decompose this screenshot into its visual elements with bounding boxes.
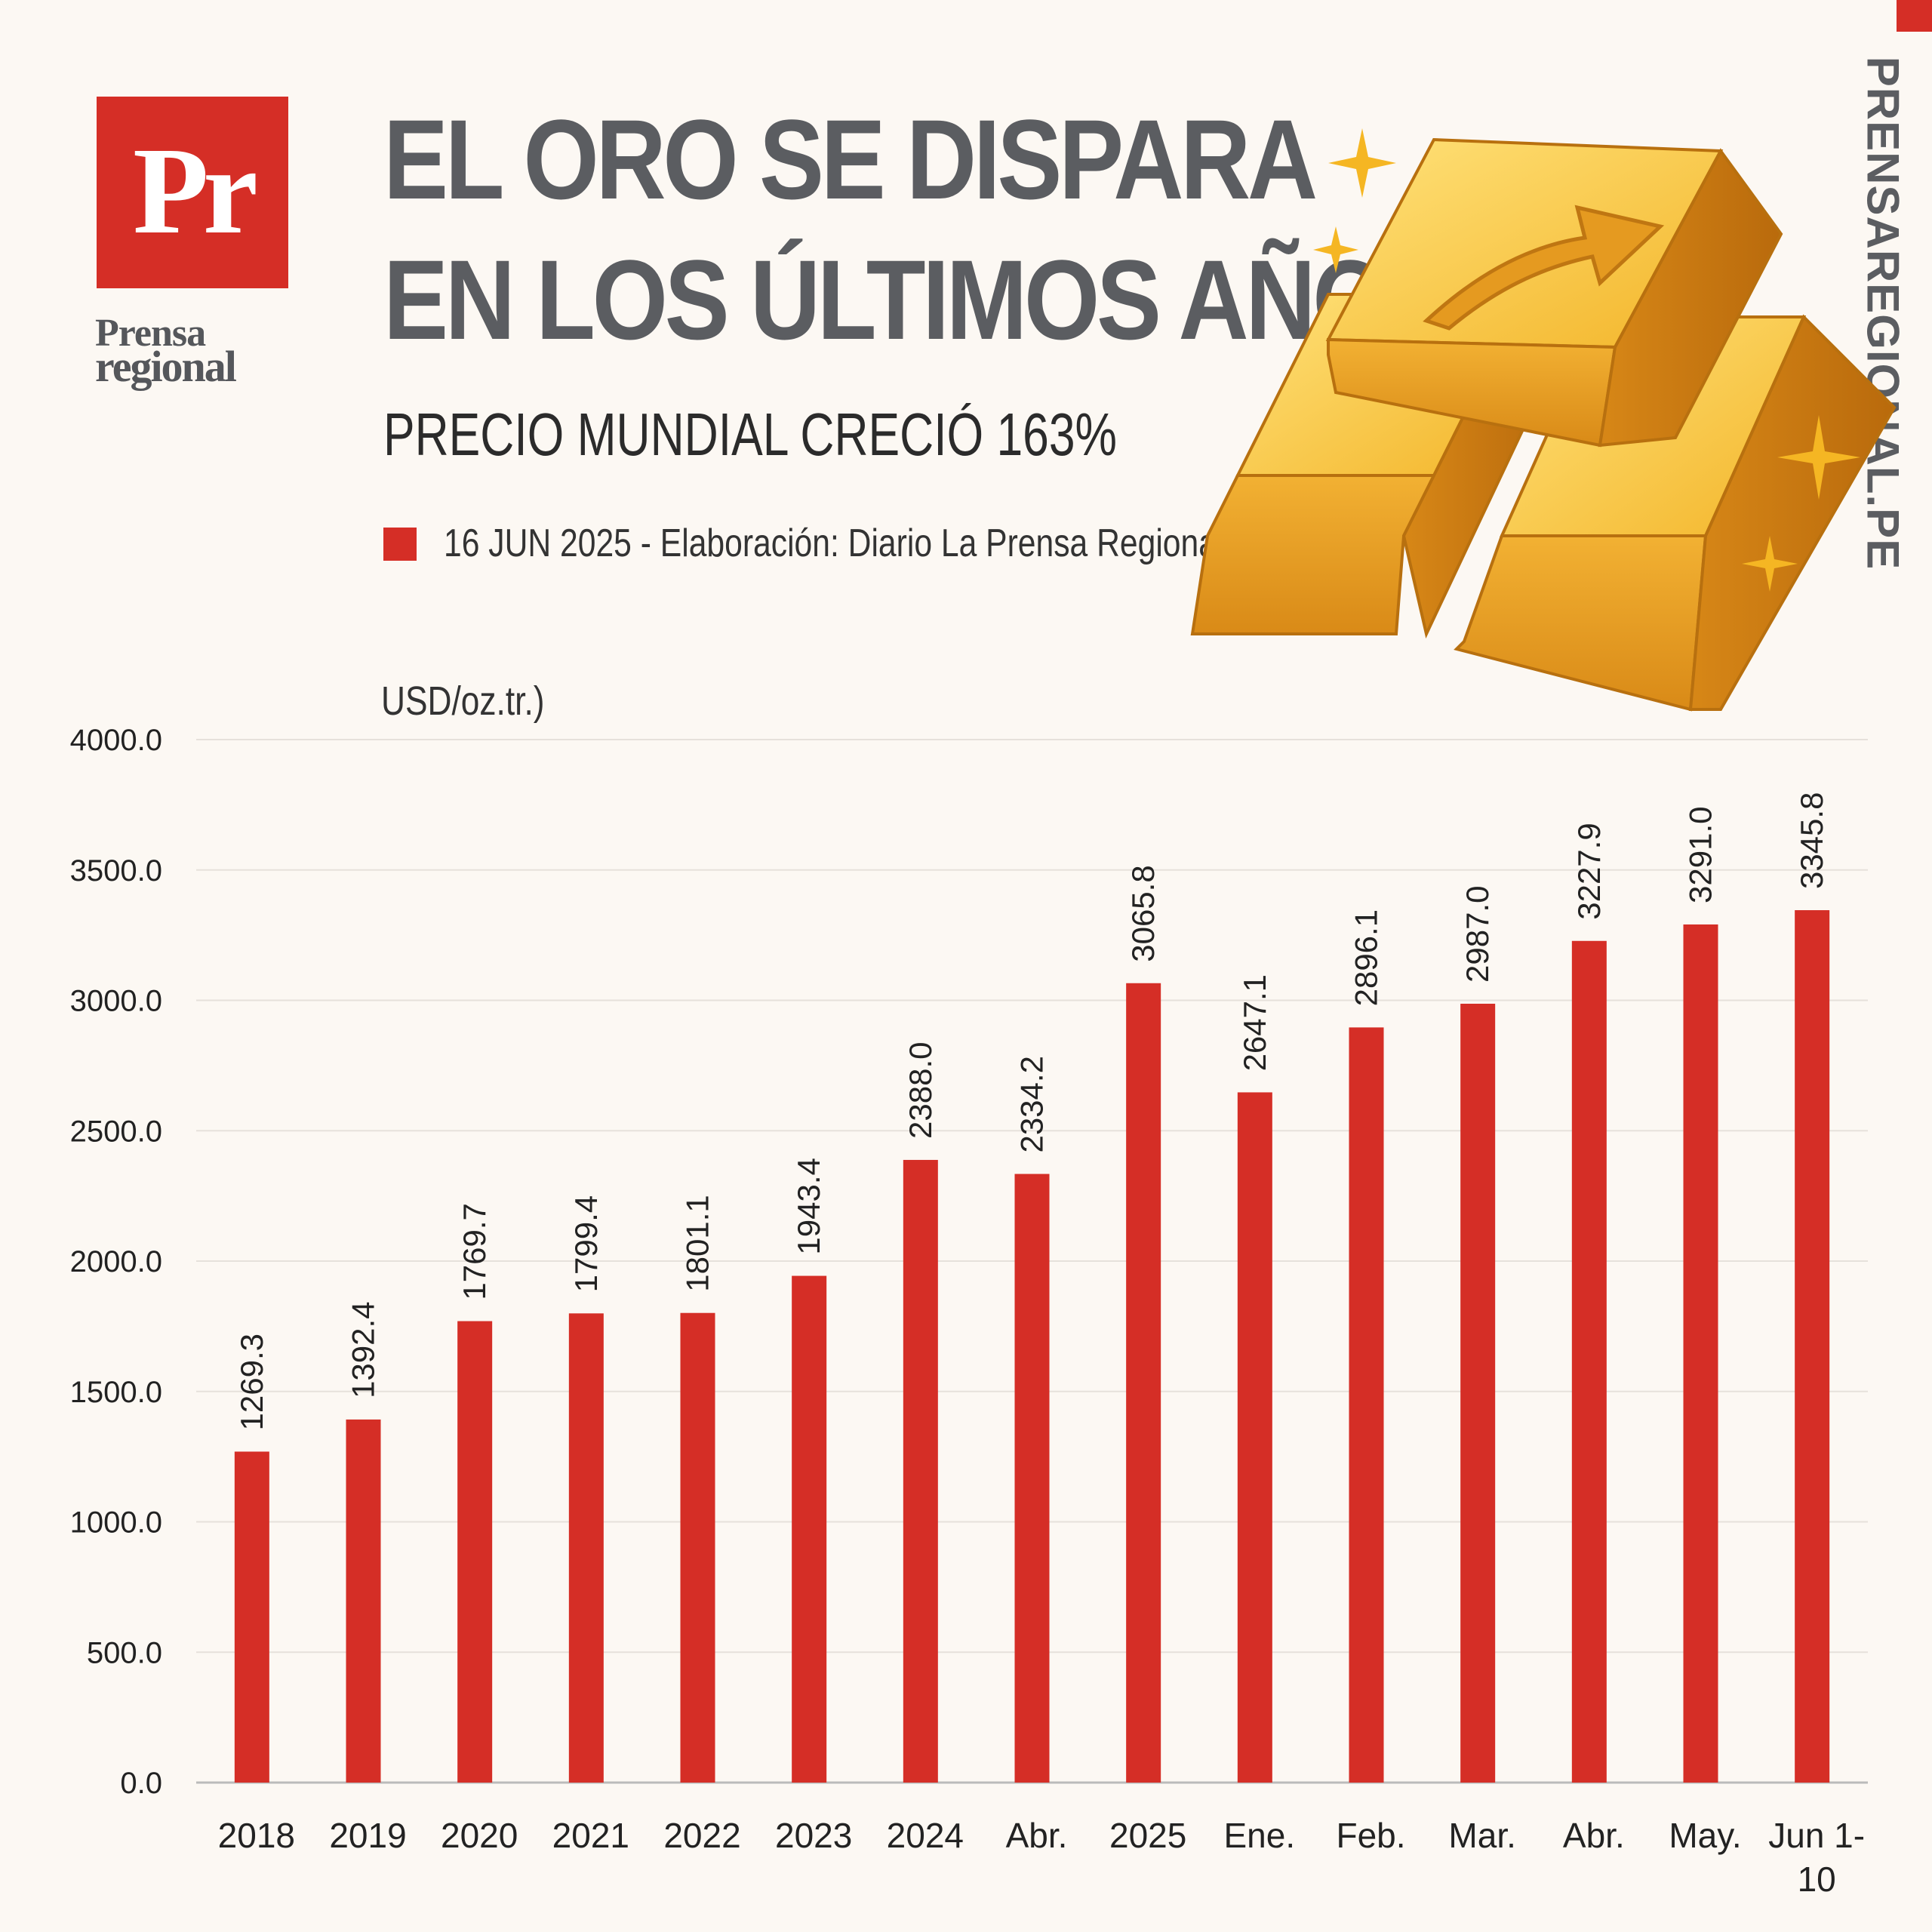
x-tick-label: 2021 xyxy=(552,1816,629,1855)
x-tick-label: Ene. xyxy=(1224,1816,1296,1855)
brand-name-line2: regional xyxy=(95,342,237,391)
data-label: 1769.7 xyxy=(457,1203,492,1300)
sparkle-icon xyxy=(1313,226,1358,273)
y-tick-label: 4000.0 xyxy=(70,724,162,757)
brand-logo-text: Pr xyxy=(132,122,258,260)
y-tick-label: 3000.0 xyxy=(70,985,162,1018)
data-label: 3065.8 xyxy=(1125,865,1161,961)
x-tick-label: May. xyxy=(1669,1816,1741,1855)
title-line2: EN LOS ÚLTIMOS AÑOS xyxy=(383,236,1450,363)
bar xyxy=(1571,940,1607,1783)
corner-accent-tab xyxy=(1897,0,1932,32)
bar xyxy=(1683,924,1718,1783)
gold-bars-up-arrow-icon xyxy=(1190,128,1897,712)
data-label: 2334.2 xyxy=(1014,1056,1050,1152)
y-tick-label: 2500.0 xyxy=(70,1115,162,1148)
bar xyxy=(1014,1174,1050,1783)
bar xyxy=(680,1312,715,1783)
x-tick-label: Abr. xyxy=(1563,1816,1625,1855)
y-tick-label: 3500.0 xyxy=(70,854,162,888)
sparkle-icon xyxy=(1328,128,1396,198)
brand-name-line1: Prensa xyxy=(95,312,206,355)
y-tick-label: 0.0 xyxy=(120,1767,162,1800)
x-tick-label: Jun 1-10 xyxy=(1768,1816,1865,1899)
x-tick-label: 2025 xyxy=(1109,1816,1186,1855)
data-label: 1269.3 xyxy=(234,1334,269,1430)
y-tick-label: 1000.0 xyxy=(70,1506,162,1540)
bar xyxy=(234,1451,269,1783)
bar xyxy=(1795,910,1830,1783)
x-tick-label: 2022 xyxy=(663,1816,740,1855)
data-label: 2896.1 xyxy=(1349,909,1384,1006)
data-label: 2987.0 xyxy=(1460,886,1495,983)
subtitle: PRECIO MUNDIAL CRECIÓ 163% xyxy=(383,401,1118,468)
y-tick-label: 2000.0 xyxy=(70,1245,162,1278)
brand-name: Prensa regional xyxy=(95,312,291,391)
bar xyxy=(1126,983,1161,1783)
data-label: 3291.0 xyxy=(1683,806,1718,903)
sparkle-icon xyxy=(1742,536,1798,592)
x-tick-label: 2024 xyxy=(887,1816,964,1855)
gold-bar-top xyxy=(1325,137,1783,448)
brand-logo: Pr xyxy=(97,97,288,288)
x-tick-label: 2020 xyxy=(441,1816,518,1855)
bar xyxy=(903,1159,938,1783)
bar xyxy=(1460,1003,1496,1783)
data-label: 3227.9 xyxy=(1571,823,1607,919)
data-label: 2647.1 xyxy=(1237,974,1272,1071)
bar xyxy=(457,1321,493,1783)
data-label: 1799.4 xyxy=(568,1195,604,1292)
x-tick-label: Mar. xyxy=(1448,1816,1515,1855)
data-label: 1392.4 xyxy=(346,1301,381,1398)
y-tick-label: 500.0 xyxy=(87,1636,162,1669)
title-line1: EL ORO SE DISPARA xyxy=(383,96,1318,223)
page-title: EL ORO SE DISPARA EN LOS ÚLTIMOS AÑOS xyxy=(383,89,1450,370)
y-axis-unit-label: USD/oz.tr.) xyxy=(381,678,545,724)
bar xyxy=(568,1313,604,1783)
x-tick-label: 2019 xyxy=(329,1816,406,1855)
sparkle-icon xyxy=(1777,415,1860,500)
source-text: 16 JUN 2025 - Elaboración: Diario La Pre… xyxy=(444,521,1224,565)
data-label: 1943.4 xyxy=(791,1158,826,1254)
x-tick-label: 2023 xyxy=(775,1816,852,1855)
y-tick-label: 1500.0 xyxy=(70,1376,162,1409)
data-label: 2388.0 xyxy=(903,1041,938,1138)
source-bullet xyxy=(383,528,417,561)
x-tick-label: Feb. xyxy=(1336,1816,1405,1855)
bar xyxy=(1349,1027,1384,1783)
bar xyxy=(1237,1092,1272,1783)
x-tick-label: 2018 xyxy=(218,1816,295,1855)
bar xyxy=(346,1419,381,1783)
data-label: 3345.8 xyxy=(1794,792,1829,889)
bar xyxy=(792,1275,827,1783)
data-label: 1801.1 xyxy=(680,1195,715,1291)
x-tick-label: Abr. xyxy=(1006,1816,1068,1855)
